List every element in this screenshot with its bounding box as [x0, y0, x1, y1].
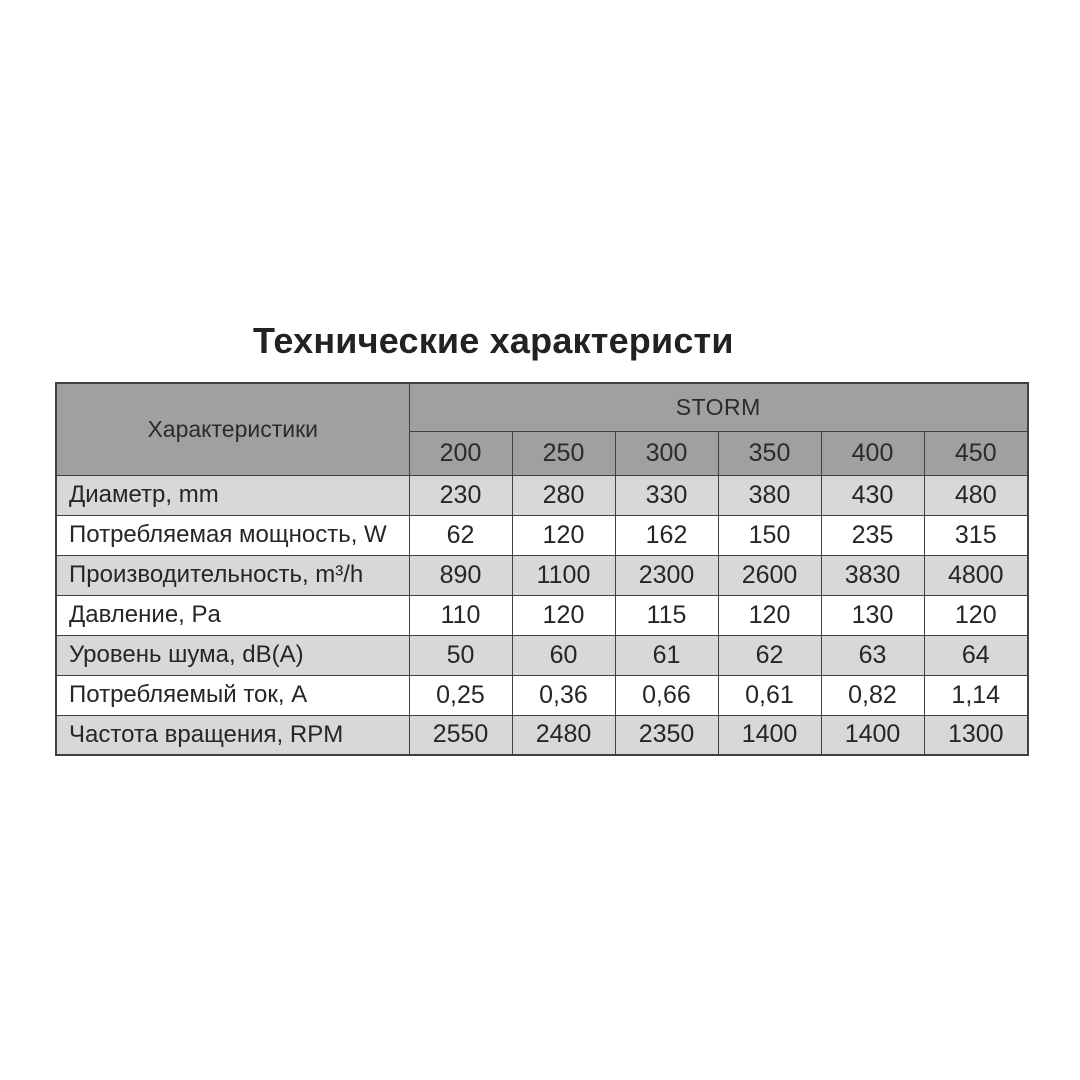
cell-value: 315 [923, 514, 1029, 556]
characteristics-header: Характеристики [55, 382, 410, 476]
row-label: Диаметр, mm [55, 474, 410, 516]
cell-value: 230 [408, 474, 513, 516]
cell-value: 60 [511, 634, 616, 676]
cell-value: 3830 [820, 554, 925, 596]
cell-value: 120 [923, 594, 1029, 636]
spec-table: Характеристики STORM 200 250 300 350 400 450 … [55, 382, 1030, 756]
spec-table-body: Диаметр, mm 230 280 330 380 430 480 Потребляема… [55, 474, 1029, 756]
cell-value: 280 [511, 474, 616, 516]
row-label: Уровень шума, dB(A) [55, 634, 410, 676]
row-label: Потребляемая мощность, W [55, 514, 410, 556]
cell-value: 120 [511, 514, 616, 556]
model-header-450: 450 [923, 430, 1029, 476]
cell-value: 0,61 [717, 674, 822, 716]
cell-value: 0,82 [820, 674, 925, 716]
cell-value: 890 [408, 554, 513, 596]
row-label: Производительность, m³/h [55, 554, 410, 596]
model-header-350: 350 [717, 430, 822, 476]
cell-value: 50 [408, 634, 513, 676]
cell-value: 61 [614, 634, 719, 676]
cell-value: 0,66 [614, 674, 719, 716]
cell-value: 330 [614, 474, 719, 516]
group-header-row: Характеристики STORM [55, 382, 1029, 476]
cell-value: 2600 [717, 554, 822, 596]
table-row: Уровень шума, dB(A) 50 60 61 62 63 64 [55, 634, 1029, 676]
cell-value: 0,36 [511, 674, 616, 716]
model-header-200: 200 [408, 430, 513, 476]
cell-value: 1300 [923, 714, 1029, 756]
cell-value: 162 [614, 514, 719, 556]
table-row: Диаметр, mm 230 280 330 380 430 480 [55, 474, 1029, 516]
series-name-header: STORM [408, 382, 1029, 432]
page-title: Технические характеристи [253, 320, 734, 361]
cell-value: 430 [820, 474, 925, 516]
cell-value: 150 [717, 514, 822, 556]
row-label: Частота вращения, RPM [55, 714, 410, 756]
cell-value: 130 [820, 594, 925, 636]
cell-value: 64 [923, 634, 1029, 676]
model-header-300: 300 [614, 430, 719, 476]
table-row: Частота вращения, RPM 2550 2480 2350 1400 140… [55, 714, 1029, 756]
row-label: Потребляемый ток, A [55, 674, 410, 716]
cell-value: 2300 [614, 554, 719, 596]
cell-value: 62 [717, 634, 822, 676]
cell-value: 480 [923, 474, 1029, 516]
cell-value: 2480 [511, 714, 616, 756]
cell-value: 1100 [511, 554, 616, 596]
table-row: Потребляемый ток, A 0,25 0,36 0,66 0,61 0,82 1… [55, 674, 1029, 716]
cell-value: 2350 [614, 714, 719, 756]
model-header-250: 250 [511, 430, 616, 476]
cell-value: 1400 [717, 714, 822, 756]
cell-value: 1,14 [923, 674, 1029, 716]
cell-value: 63 [820, 634, 925, 676]
cell-value: 120 [717, 594, 822, 636]
cell-value: 0,25 [408, 674, 513, 716]
table-row: Потребляемая мощность, W 62 120 162 150 235 31… [55, 514, 1029, 556]
cell-value: 1400 [820, 714, 925, 756]
cell-value: 235 [820, 514, 925, 556]
table-row: Давление, Pa 110 120 115 120 130 120 [55, 594, 1029, 636]
cell-value: 4800 [923, 554, 1029, 596]
cell-value: 120 [511, 594, 616, 636]
model-header-400: 400 [820, 430, 925, 476]
cell-value: 115 [614, 594, 719, 636]
cell-value: 62 [408, 514, 513, 556]
cell-value: 2550 [408, 714, 513, 756]
cell-value: 110 [408, 594, 513, 636]
row-label: Давление, Pa [55, 594, 410, 636]
table-row: Производительность, m³/h 890 1100 2300 2600 3… [55, 554, 1029, 596]
spec-table-header: Характеристики STORM 200 250 300 350 400 450 [55, 382, 1029, 476]
model-header-row: 200 250 300 350 400 450 [56, 430, 1029, 476]
cell-value: 380 [717, 474, 822, 516]
